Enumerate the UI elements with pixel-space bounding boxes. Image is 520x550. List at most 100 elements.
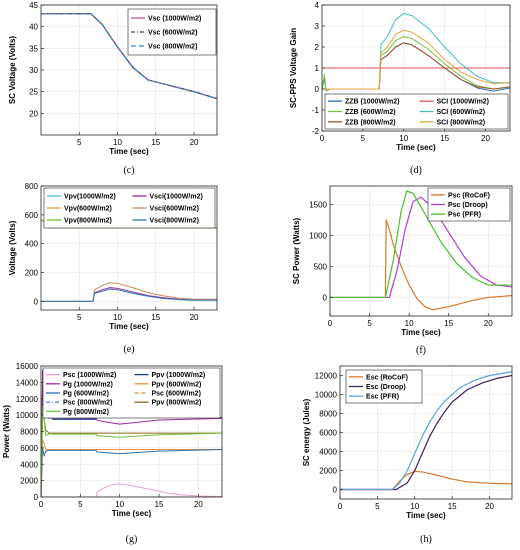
legend-entry: Vsci(800W/m2) bbox=[150, 218, 199, 225]
y-tick-label: 400 bbox=[25, 240, 39, 249]
panel-caption: (g) bbox=[126, 534, 138, 545]
series-group bbox=[340, 371, 512, 491]
y-tick-label: 4 bbox=[315, 1, 320, 10]
y-tick-label: 1500 bbox=[309, 201, 327, 210]
y-tick-label: -1 bbox=[312, 106, 320, 115]
y-tick-label: 2000 bbox=[20, 477, 38, 486]
legend-entry: SCI (800W/m2) bbox=[437, 119, 486, 126]
series-line-3 bbox=[322, 36, 510, 92]
legend-entry: Vsc (600W/m2) bbox=[148, 30, 197, 37]
legend-entry: Pg (1000W/m2) bbox=[63, 381, 113, 388]
legend-entry: Vpv(600W/m2) bbox=[64, 206, 112, 213]
x-axis-label: Time (sec) bbox=[396, 143, 436, 152]
series-line-4 bbox=[41, 282, 217, 302]
y-tick-label: 600 bbox=[25, 211, 39, 220]
legend-entry: Vpv(1000W/m2) bbox=[64, 194, 116, 201]
y-axis-label: SC-PPS Voltage Gain bbox=[289, 28, 298, 108]
y-axis-label: Power (Watts) bbox=[2, 405, 11, 458]
legend-entry: Psc (PFR) bbox=[448, 212, 481, 219]
y-tick-label: 500 bbox=[314, 262, 328, 271]
legend-entry: Esc (RoCoF) bbox=[366, 374, 408, 381]
series-line-2 bbox=[330, 196, 512, 299]
axes-frame bbox=[329, 185, 513, 317]
y-tick-label: 10000 bbox=[16, 411, 39, 420]
y-axis-label: Voltage (Volts) bbox=[8, 220, 17, 275]
x-axis-label: Time (sec) bbox=[112, 509, 152, 518]
y-tick-label: 6000 bbox=[319, 429, 337, 438]
y-tick-label: -2 bbox=[312, 127, 320, 136]
panel-caption: (e) bbox=[123, 344, 134, 355]
x-tick-label: 0 bbox=[338, 502, 343, 511]
series-line-3 bbox=[41, 13, 217, 100]
legend: Vpv(1000W/m2) Vsci(1000W/m2) Vpv(600W/m2) V… bbox=[43, 187, 216, 229]
series-line-5 bbox=[41, 447, 222, 497]
y-tick-label: 40 bbox=[29, 23, 38, 32]
legend-entry: Vsc (1000W/m2) bbox=[148, 16, 201, 23]
legend-entry: Ppv (1000W/m2) bbox=[152, 372, 206, 379]
panel-caption: (h) bbox=[420, 534, 432, 545]
y-axis-label: SC Voltage (Volts) bbox=[8, 36, 17, 104]
x-tick-label: 0 bbox=[320, 134, 325, 143]
y-axis-label: SC energy (Jules) bbox=[302, 398, 311, 466]
y-tick-label: 8000 bbox=[319, 410, 337, 419]
legend-entry: Vpv(800W/m2) bbox=[64, 218, 112, 225]
y-tick-label: 200 bbox=[25, 269, 39, 278]
y-tick-label: 0 bbox=[34, 493, 39, 502]
y-tick-label: 45 bbox=[29, 1, 38, 10]
y-tick-label: 0 bbox=[333, 486, 338, 495]
x-tick-label: 15 bbox=[444, 319, 453, 328]
y-tick-label: 16000 bbox=[16, 362, 39, 371]
legend-box bbox=[42, 367, 221, 419]
legend-entry: Esc (Droop) bbox=[366, 384, 406, 391]
x-tick-label: 10 bbox=[405, 319, 414, 328]
legend: Psc (RoCoF) Psc (Droop) Psc (PFR) bbox=[427, 187, 511, 222]
x-tick-label: 15 bbox=[440, 134, 449, 143]
chart-panel-h: 0 5 10 15 20 0 2000 4000 6000 8000 10000 12000 Time … bbox=[302, 365, 513, 545]
legend: Vsc (1000W/m2) Vsc (600W/m2) Vsc (800W/m2) bbox=[127, 8, 217, 56]
y-tick-label: 1 bbox=[315, 64, 320, 73]
y-tick-label: 8000 bbox=[20, 428, 38, 437]
legend-entry: SCI (600W/m2) bbox=[437, 109, 486, 116]
legend-box bbox=[43, 187, 216, 229]
x-tick-label: 0 bbox=[39, 500, 44, 509]
series-group bbox=[330, 190, 512, 311]
series-line-4 bbox=[322, 12, 510, 90]
x-axis-label: Time (sec) bbox=[401, 328, 441, 337]
legend-entry: SCI (1000W/m2) bbox=[437, 99, 490, 106]
legend: Psc (1000W/m2) Ppv (1000W/m2) Pg (1000W/m2… bbox=[42, 367, 221, 419]
y-tick-label: 1000 bbox=[309, 232, 327, 241]
y-tick-label: 2 bbox=[315, 43, 320, 52]
series-group bbox=[41, 12, 217, 100]
legend-entry: Ppv (600W/m2) bbox=[152, 381, 202, 388]
series-line-6 bbox=[322, 29, 510, 90]
y-tick-label: 14000 bbox=[16, 378, 39, 387]
panel-caption: (d) bbox=[410, 165, 422, 176]
legend-entry: Pg (600W/m2) bbox=[63, 391, 109, 398]
legend-entry: Vsci(1000W/m2) bbox=[150, 194, 203, 201]
x-tick-label: 10 bbox=[115, 500, 124, 509]
chart-panel-f: 0 5 10 15 20 0 500 1000 1500 Time (sec) SC Power (… bbox=[292, 185, 513, 356]
chart-panel-g: 0 5 10 15 20 0 2000 4000 6000 8000 10000 12000 14000… bbox=[2, 362, 223, 545]
legend-entry: Psc (800W/m2) bbox=[63, 400, 112, 407]
legend-entry: Vsci(600W/m2) bbox=[150, 206, 199, 213]
x-tick-label: 15 bbox=[151, 138, 160, 147]
legend-entry: Psc (Droop) bbox=[448, 202, 488, 209]
y-tick-label: 3 bbox=[315, 22, 320, 31]
legend-entry: Psc (1000W/m2) bbox=[63, 372, 116, 379]
y-tick-label: 10000 bbox=[315, 391, 338, 400]
legend-entry: Psc (600W/m2) bbox=[152, 391, 201, 398]
x-tick-label: 5 bbox=[361, 134, 366, 143]
chart-panel-c: 5 10 15 20 20 25 30 35 40 45 Time (sec) SC Voltage … bbox=[8, 1, 218, 176]
y-tick-label: 4000 bbox=[319, 448, 337, 457]
y-tick-label: 0 bbox=[323, 293, 328, 302]
x-tick-label: 10 bbox=[113, 138, 122, 147]
x-tick-label: 10 bbox=[113, 313, 122, 322]
x-tick-label: 5 bbox=[375, 502, 380, 511]
series-line-6 bbox=[41, 288, 217, 302]
legend-entry: Pg (800W/m2) bbox=[63, 409, 109, 416]
y-tick-label: 0 bbox=[34, 297, 39, 306]
x-tick-label: 5 bbox=[78, 500, 83, 509]
series-line-2 bbox=[340, 374, 512, 491]
